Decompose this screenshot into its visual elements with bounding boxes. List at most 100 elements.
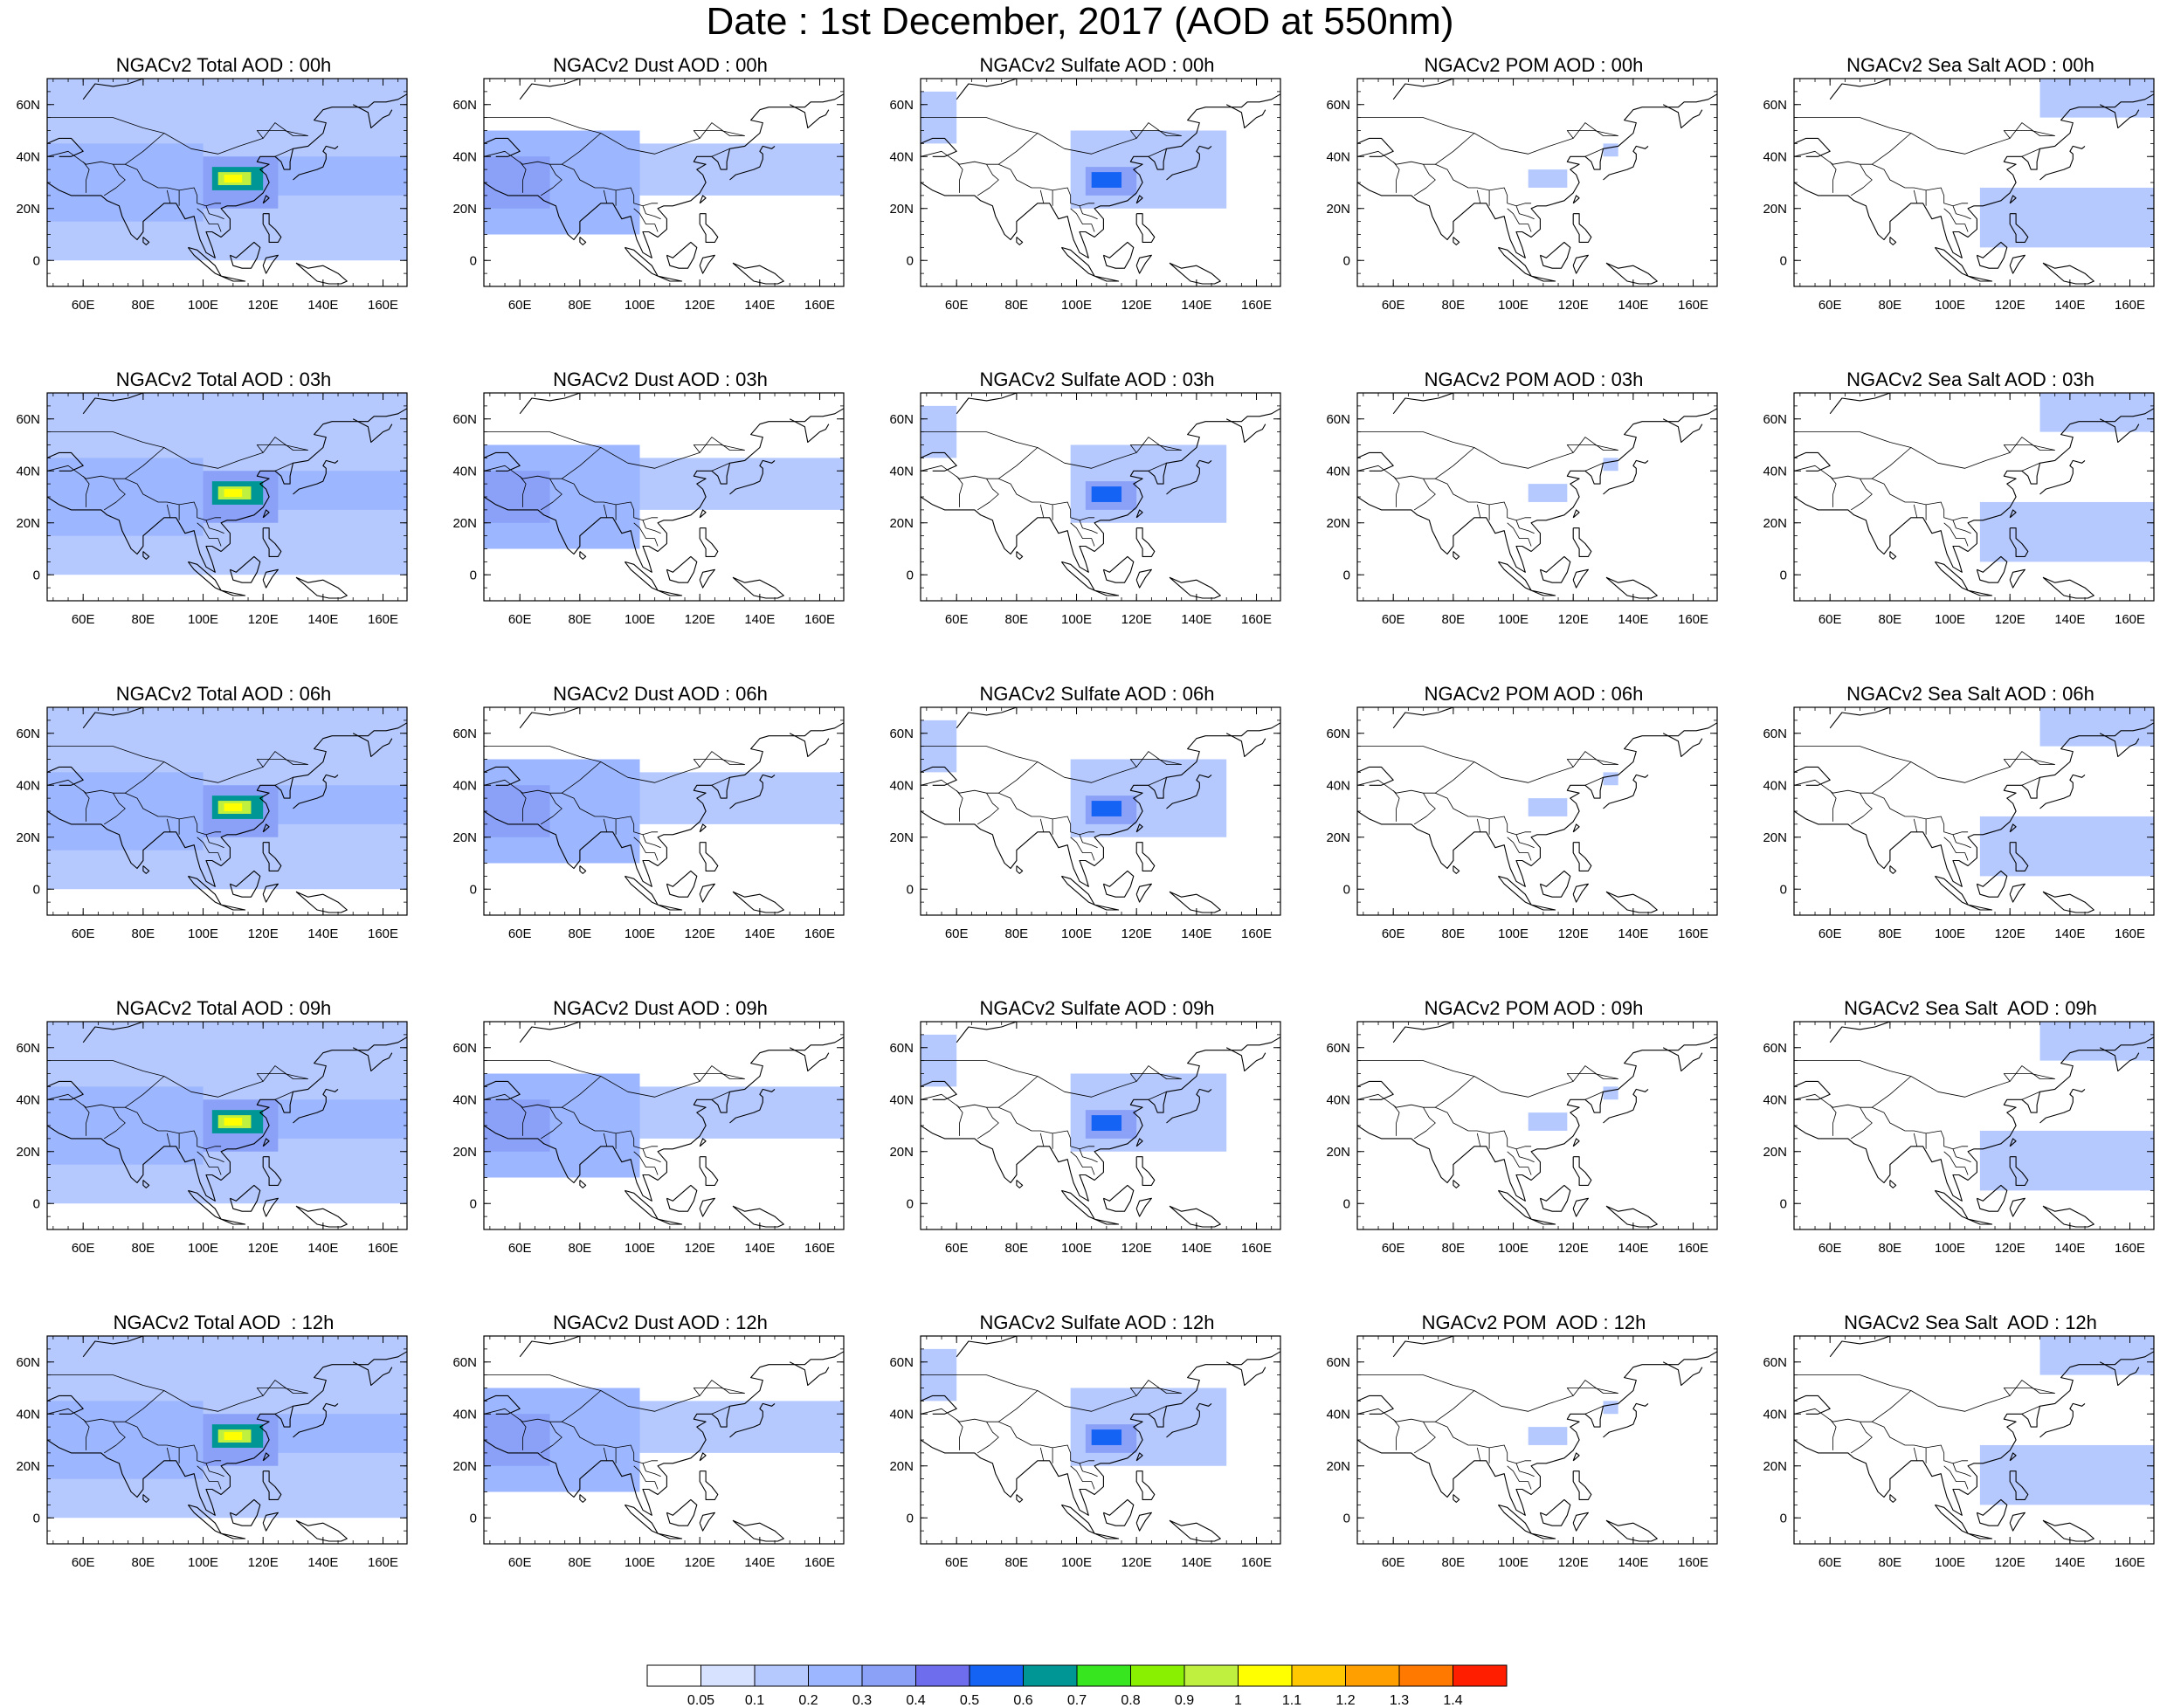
- country-border: [633, 1151, 659, 1175]
- coastline: [699, 1197, 715, 1217]
- coastline: [484, 1351, 844, 1516]
- country-border: [166, 189, 171, 203]
- x-tick-label: 120E: [1558, 1241, 1589, 1256]
- coastline: [1016, 865, 1024, 874]
- coastline: [624, 1504, 659, 1534]
- x-tick-label: 80E: [1442, 1241, 1466, 1256]
- country-border: [1913, 818, 1918, 832]
- coastline: [1967, 1532, 1993, 1539]
- coastline: [1169, 576, 1221, 599]
- map-plot: 60E 80E 100E 120E 140E 160E 60N 40N 20N 0: [1326, 392, 1718, 627]
- aod-cell: [2039, 393, 2154, 432]
- map-plot: 60E 80E 100E 120E 140E 160E 60N 40N 20N 0: [889, 1021, 1281, 1256]
- aod-cell: [224, 1432, 243, 1440]
- country-border: [1148, 1091, 1167, 1100]
- country-border: [642, 834, 661, 849]
- coastline: [1976, 870, 2008, 898]
- coastline: [1135, 1470, 1156, 1500]
- country-border: [1079, 834, 1098, 849]
- country-border: [197, 208, 222, 232]
- panel-title: NGACv2 Sulfate AOD : 12h: [979, 1312, 1215, 1333]
- coastline: [1605, 1205, 1658, 1228]
- colorbar-label: 0.05: [687, 1693, 714, 1706]
- country-border: [1357, 1073, 1618, 1108]
- x-tick-label: 120E: [1558, 612, 1589, 627]
- map-plot: 60E 80E 100E 120E 140E 160E 60N 40N 20N 0: [452, 1335, 845, 1570]
- x-tick-label: 100E: [188, 298, 218, 313]
- coastline: [2099, 1047, 2140, 1072]
- coastline: [1572, 1197, 1589, 1217]
- coastline: [1135, 254, 1152, 274]
- x-tick-label: 100E: [1498, 926, 1529, 941]
- map-panel: NGACv2 Sulfate AOD : 00h 60E 80E 100E 120E 14…: [879, 54, 1315, 364]
- coastline: [262, 842, 282, 871]
- coastline: [789, 104, 830, 129]
- x-tick-label: 80E: [1442, 612, 1466, 627]
- coastline: [1572, 1470, 1592, 1500]
- y-tick-label: 60N: [889, 98, 914, 113]
- coastline: [295, 891, 348, 913]
- coastline: [1572, 1138, 1580, 1147]
- country-border: [1952, 1463, 1971, 1477]
- x-tick-label: 120E: [248, 926, 279, 941]
- country-border: [976, 1421, 999, 1454]
- y-tick-label: 20N: [16, 516, 40, 531]
- country-border: [484, 1374, 601, 1391]
- aod-cell: [1528, 798, 1568, 816]
- colorbar-label: 1.2: [1335, 1693, 1355, 1706]
- coastline: [789, 1361, 830, 1387]
- x-tick-label: 120E: [248, 1241, 279, 1256]
- country-border: [47, 1374, 164, 1391]
- y-tick-label: 40N: [16, 464, 40, 479]
- x-tick-label: 140E: [2054, 1555, 2085, 1570]
- country-border: [1413, 792, 1436, 825]
- coastline: [1603, 459, 1649, 495]
- country-border: [274, 776, 293, 786]
- x-tick-label: 60E: [1382, 1241, 1405, 1256]
- coastline: [1357, 451, 1394, 472]
- aod-cell: [47, 1401, 204, 1479]
- x-tick-label: 160E: [2115, 612, 2145, 627]
- country-border: [1507, 208, 1532, 232]
- y-tick-label: 20N: [889, 830, 914, 845]
- coastline: [1135, 1138, 1143, 1147]
- country-border: [1357, 759, 1618, 794]
- x-tick-label: 80E: [1005, 298, 1029, 313]
- x-tick-label: 100E: [1935, 1555, 1965, 1570]
- coastline: [295, 576, 348, 599]
- country-border: [1079, 205, 1098, 220]
- x-tick-label: 100E: [1498, 1555, 1529, 1570]
- country-border: [103, 792, 126, 825]
- country-border: [1039, 1133, 1045, 1147]
- country-border: [274, 462, 293, 472]
- country-border: [1135, 1380, 1182, 1396]
- country-border: [1794, 746, 1911, 762]
- x-tick-label: 160E: [1241, 1555, 1272, 1570]
- country-border: [1794, 444, 2055, 479]
- country-border: [1413, 478, 1436, 511]
- country-border: [603, 504, 608, 518]
- map-plot: 60E 80E 100E 120E 140E 160E 60N 40N 20N 0: [16, 78, 408, 313]
- map-plot: 60E 80E 100E 120E 140E 160E 60N 40N 20N 0: [1763, 1021, 2155, 1256]
- coastline: [1829, 393, 1891, 415]
- coastline: [1794, 1080, 1831, 1100]
- coastline: [1166, 1088, 1212, 1124]
- country-border: [1850, 163, 1873, 196]
- coastline: [1453, 865, 1460, 874]
- country-border: [1148, 148, 1167, 157]
- y-tick-label: 40N: [1326, 1407, 1350, 1422]
- x-tick-label: 160E: [1678, 298, 1708, 313]
- map-plot: 60E 80E 100E 120E 140E 160E 60N 40N 20N 0: [889, 1335, 1281, 1570]
- coastline: [352, 733, 393, 758]
- coastline: [352, 1047, 393, 1072]
- x-tick-label: 100E: [1498, 612, 1529, 627]
- y-tick-label: 40N: [452, 1407, 477, 1422]
- coastline: [666, 1498, 698, 1526]
- x-tick-label: 160E: [1678, 1241, 1708, 1256]
- country-border: [484, 1073, 745, 1108]
- x-tick-label: 140E: [1181, 1241, 1211, 1256]
- coastline: [1605, 891, 1658, 913]
- coastline: [1392, 1336, 1454, 1358]
- map-panel: NGACv2 Total AOD : 06h 60E 80E 100E 120E 140E…: [5, 683, 442, 993]
- coastline: [1102, 870, 1135, 898]
